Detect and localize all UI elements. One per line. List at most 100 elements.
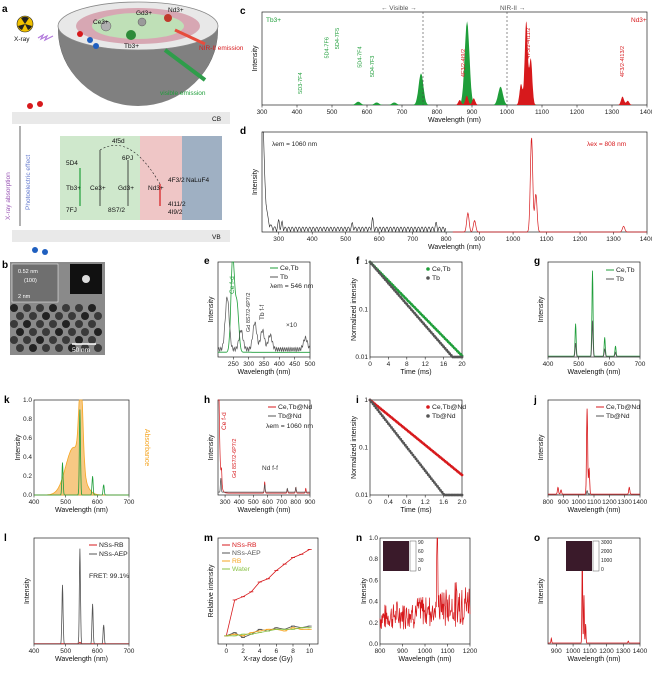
data-point xyxy=(410,451,413,455)
data-point xyxy=(400,439,404,443)
x-tick-label: 500 xyxy=(305,361,316,368)
x-tick-label: 350 xyxy=(259,361,270,368)
y-axis-label: Normalized intensity xyxy=(351,415,358,479)
x-tick-label: 600 xyxy=(92,648,103,655)
tem-particle xyxy=(16,312,24,320)
x-tick-label: 800 xyxy=(441,236,452,243)
absorbance-area xyxy=(34,399,129,496)
transition-label: 4F3/2-4I13/2 xyxy=(620,46,626,77)
x-tick-label: 4 xyxy=(258,648,262,655)
x-tick-label: 900 xyxy=(474,236,485,243)
x-tick-label: 1000 xyxy=(506,236,521,243)
legend-ce-tb: Ce,Tb xyxy=(280,265,299,272)
y-tick-label: 0.6 xyxy=(23,435,32,442)
legend-marker xyxy=(426,414,430,418)
hole-blue xyxy=(93,43,99,49)
y-tick-label: 0.4 xyxy=(23,454,32,461)
cb-band xyxy=(12,112,230,124)
legend-label: Water xyxy=(232,566,251,573)
hole-blue xyxy=(87,37,93,43)
y-tick-label: 1.0 xyxy=(23,397,32,404)
y-axis-label: Intensity xyxy=(361,577,368,604)
x-tick-label: 1100 xyxy=(441,648,455,655)
chart-i: i 0 0.4 0.8 1.2 1.6 2.0 Time (ms) Normalized int… xyxy=(351,395,467,514)
x-tick-label: 1100 xyxy=(587,499,601,506)
tem-particle xyxy=(75,320,83,328)
tem-particle xyxy=(36,320,44,328)
x-tick-label: 300 xyxy=(257,109,268,116)
transition-label: 4F3/2-4I11/2 xyxy=(526,28,532,59)
tem-particle xyxy=(55,312,63,320)
x-tick-label: 400 xyxy=(29,648,40,655)
level-5d4: 5D4 xyxy=(66,160,78,167)
x-tick-label: 1300 xyxy=(616,648,631,655)
tem-particle xyxy=(29,344,37,352)
plot-frame xyxy=(217,537,319,645)
colorbar-tick: 0 xyxy=(601,567,604,573)
emission-line xyxy=(34,409,129,496)
x-tick-label: 1100 xyxy=(535,109,549,116)
x-tick-label: 1400 xyxy=(640,236,652,243)
colorbar-tick: 90 xyxy=(418,540,424,546)
data-point xyxy=(368,398,372,402)
xray-wave-arrow xyxy=(37,33,54,42)
x-tick-label: 300 xyxy=(273,236,284,243)
y-axis-label: Intensity xyxy=(252,45,259,72)
x-tick-label: 900 xyxy=(558,499,569,506)
legend-label: NSs-AEP xyxy=(99,551,128,558)
xray-label: X-ray xyxy=(14,36,30,43)
data-point xyxy=(425,471,429,475)
hole xyxy=(32,247,38,253)
panel-label-n: n xyxy=(356,533,362,544)
y2-axis-label: Absorbance xyxy=(143,429,150,466)
fft-spot xyxy=(82,275,90,283)
data-point xyxy=(402,299,406,303)
x-tick-label: 1000 xyxy=(566,648,581,655)
x-tick-label: 600 xyxy=(362,109,373,116)
excitation-spectrum xyxy=(262,131,447,233)
data-point xyxy=(460,473,464,477)
data-point xyxy=(391,428,395,431)
data-point xyxy=(382,416,386,420)
series-nss-aep xyxy=(224,625,312,638)
legend-label: NSs-AEP xyxy=(232,550,261,557)
y-axis-label: Intensity xyxy=(15,434,22,461)
series-tb xyxy=(217,296,311,353)
panel-label-o: o xyxy=(534,533,540,544)
particle-core xyxy=(92,13,184,39)
nir-emission-arrow xyxy=(174,28,206,46)
x-axis-label: Wavelength (nm) xyxy=(237,507,290,514)
data-point xyxy=(370,400,373,404)
x-tick-label: 900 xyxy=(305,499,316,506)
series-1 xyxy=(548,320,640,357)
tem-particle xyxy=(42,328,50,336)
data-point xyxy=(385,420,389,423)
x-tick-label: 500 xyxy=(573,361,584,368)
series-line xyxy=(226,625,310,638)
series-rb xyxy=(224,627,312,637)
vial-photo xyxy=(383,541,409,571)
x-tick-label: 800 xyxy=(543,499,554,506)
panel-label-i: i xyxy=(356,395,359,406)
x-tick-label: 500 xyxy=(340,236,351,243)
tem-particle xyxy=(29,328,37,336)
x-tick-label: 1200 xyxy=(599,648,614,655)
host-label: NaLuF4 xyxy=(186,177,210,184)
tem-particle xyxy=(68,328,76,336)
y-tick-label: 1 xyxy=(364,397,368,404)
x-tick-label: 0 xyxy=(368,499,372,506)
data-point xyxy=(371,402,375,406)
legend-nd: Nd3+ xyxy=(631,17,647,24)
transition-label: 5D4-7F5 xyxy=(335,28,341,49)
ion-ce: Ce3+ xyxy=(90,185,106,192)
tem-particle xyxy=(55,344,63,352)
x-tick-label: 500 xyxy=(327,109,338,116)
data-point xyxy=(423,469,427,473)
level-6pj: 6PJ xyxy=(122,155,133,162)
label-nd: Nd3+ xyxy=(168,7,184,14)
transition-label: 5D3-7F4 xyxy=(298,72,304,93)
ce-ion xyxy=(100,20,112,32)
x-tick-label: 900 xyxy=(397,648,408,655)
